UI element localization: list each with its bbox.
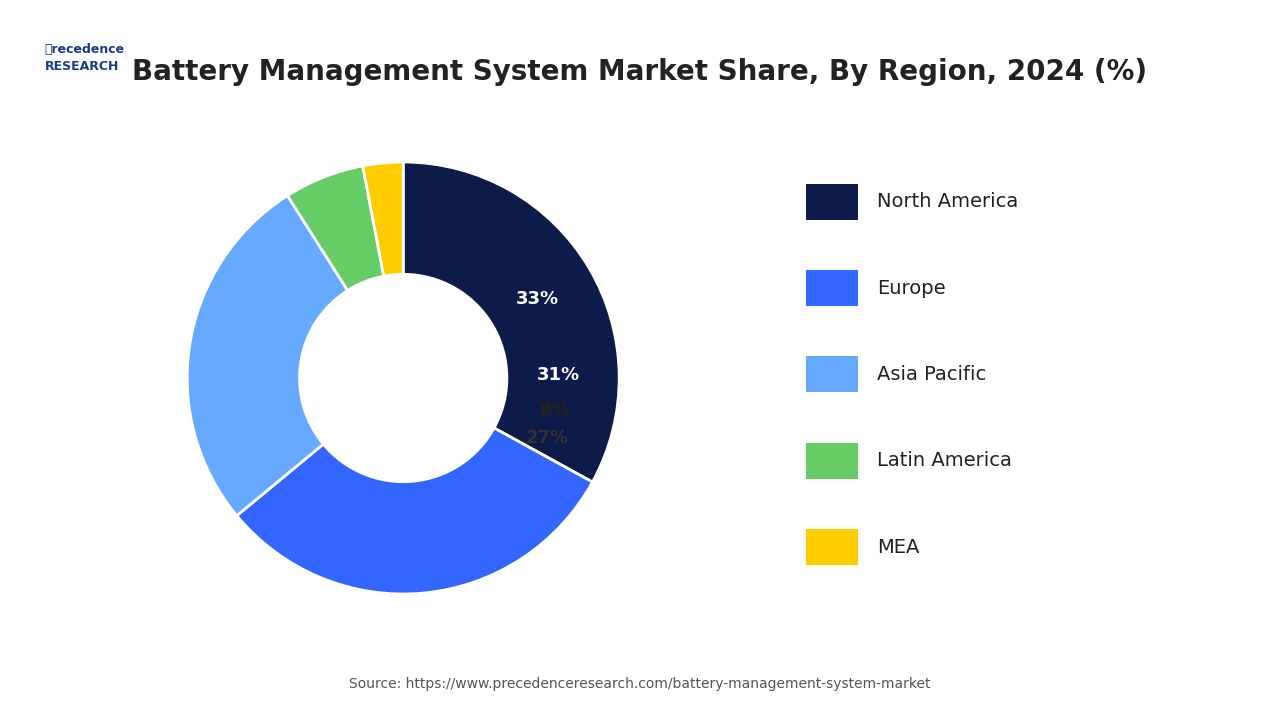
Text: Source: https://www.precedenceresearch.com/battery-management-system-market: Source: https://www.precedenceresearch.c… xyxy=(349,678,931,691)
Wedge shape xyxy=(237,428,593,594)
Text: 33%: 33% xyxy=(516,290,558,308)
Text: Europe: Europe xyxy=(877,279,946,297)
Text: 27%: 27% xyxy=(525,429,568,447)
Text: MEA: MEA xyxy=(877,538,919,557)
Text: North America: North America xyxy=(877,192,1018,211)
Text: Battery Management System Market Share, By Region, 2024 (%): Battery Management System Market Share, … xyxy=(132,58,1148,86)
Text: 3%: 3% xyxy=(540,402,571,420)
Text: Asia Pacific: Asia Pacific xyxy=(877,365,986,384)
Wedge shape xyxy=(403,162,620,482)
Text: 6%: 6% xyxy=(540,401,571,419)
Wedge shape xyxy=(187,196,348,516)
Text: 𝐏recedence
RESEARCH: 𝐏recedence RESEARCH xyxy=(45,43,125,73)
Text: 31%: 31% xyxy=(538,366,580,384)
Wedge shape xyxy=(362,162,403,276)
Wedge shape xyxy=(288,166,384,290)
Text: Latin America: Latin America xyxy=(877,451,1011,470)
